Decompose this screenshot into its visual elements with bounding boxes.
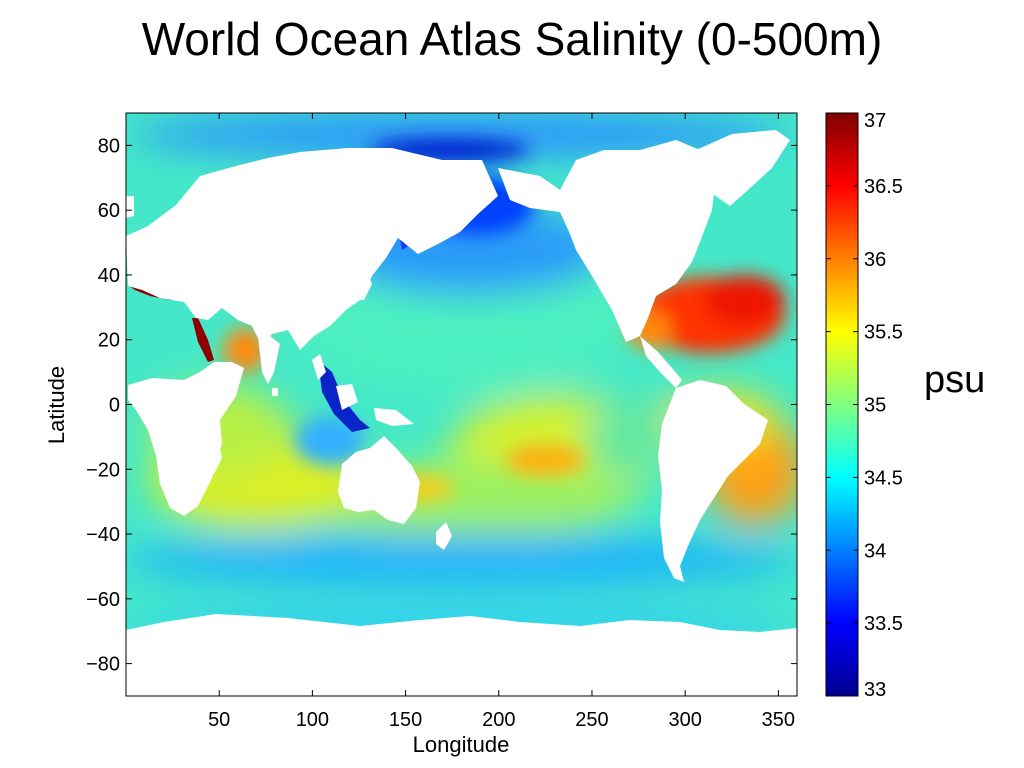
- x-tick-label: 350: [762, 709, 795, 731]
- salinity-hotspots: [223, 138, 785, 502]
- colorbar: [825, 112, 859, 697]
- x-axis-label: Longitude: [413, 732, 510, 757]
- land-india: [258, 336, 280, 384]
- land-australia: [338, 436, 420, 524]
- y-axis-label: Latitude: [44, 366, 69, 444]
- y-tick-label: 40: [98, 265, 120, 287]
- y-axis-ticks: 80 60 40 20 0 −20 −40 −60 −80: [86, 135, 797, 676]
- colorbar-tick-label: 33.5: [864, 613, 903, 635]
- land-africa: [128, 362, 244, 516]
- land-new-zealand: [436, 522, 452, 550]
- land-madagascar: [206, 440, 222, 474]
- x-tick-label: 250: [575, 709, 608, 731]
- land-antarctica: [126, 614, 797, 696]
- colorbar-tick-label: 35.5: [864, 322, 903, 344]
- indonesian-seas: [318, 360, 370, 432]
- x-tick-label: 100: [296, 709, 329, 731]
- colorbar-unit-label: psu: [924, 359, 985, 401]
- y-tick-label: −80: [86, 654, 120, 676]
- colorbar-tick-label: 34: [864, 540, 886, 562]
- x-tick-label: 150: [389, 709, 422, 731]
- colorbar-tick-label: 37: [864, 110, 886, 132]
- land-japan: [356, 268, 372, 300]
- y-tick-label: −20: [86, 459, 120, 481]
- y-tick-label: −40: [86, 524, 120, 546]
- land-eurasia: [126, 148, 498, 350]
- land-north-america: [498, 140, 716, 342]
- y-tick-label: 80: [98, 135, 120, 157]
- land-sri-lanka: [272, 388, 278, 396]
- x-tick-label: 300: [668, 709, 701, 731]
- y-tick-label: −60: [86, 589, 120, 611]
- x-tick-label: 200: [482, 709, 515, 731]
- x-tick-label: 50: [208, 709, 230, 731]
- x-axis-ticks: 50 100 150 200 250 300 350: [208, 113, 795, 731]
- landmasses: [126, 130, 797, 696]
- colorbar-tick-label: 36.5: [864, 176, 903, 198]
- land-philippines: [312, 354, 326, 380]
- y-tick-label: 60: [98, 200, 120, 222]
- land-south-america: [658, 380, 768, 582]
- colorbar-tick-label: 34.5: [864, 467, 903, 489]
- y-tick-label: 20: [98, 330, 120, 352]
- red-sea: [192, 318, 214, 362]
- y-tick-label: 0: [109, 395, 120, 417]
- land-central-america: [640, 336, 682, 388]
- colorbar-tick-label: 33: [864, 679, 886, 701]
- colorbar-tick-label: 35: [864, 395, 886, 417]
- land-borneo: [336, 384, 358, 410]
- chart-title: World Ocean Atlas Salinity (0-500m): [141, 13, 883, 65]
- land-new-guinea: [374, 408, 414, 426]
- colorbar-tick-label: 36: [864, 249, 886, 271]
- colorbar-ticks: 37 36.5 36 35.5 35 34.5 34 33.5 33: [826, 110, 903, 701]
- land-uk: [126, 196, 134, 218]
- land-greenland: [696, 130, 790, 206]
